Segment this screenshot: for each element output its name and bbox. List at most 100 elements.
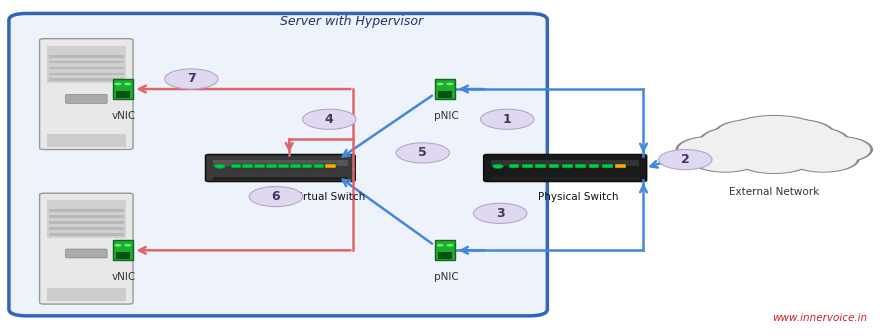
Bar [48,55,125,57]
Bar [47,134,126,147]
Circle shape [734,144,814,174]
Bar [438,252,452,259]
Circle shape [770,126,850,156]
Circle shape [773,127,847,155]
Circle shape [165,69,218,89]
Bar [48,61,125,64]
Bar [48,221,125,224]
Bar [290,164,301,168]
Bar [48,215,125,218]
Bar [48,79,125,81]
Circle shape [124,244,132,247]
Text: 7: 7 [187,73,196,85]
Bar [48,73,125,75]
Circle shape [787,145,860,173]
Circle shape [714,119,790,148]
Text: Server with Hypervisor: Server with Hypervisor [280,15,423,28]
Circle shape [701,127,776,155]
Bar [326,164,336,168]
Bar [616,164,627,168]
Bar [491,177,639,180]
Bar [575,164,586,168]
Bar [491,160,639,166]
FancyBboxPatch shape [39,193,134,304]
Circle shape [676,136,748,163]
Bar [548,164,560,168]
Text: vNIC: vNIC [111,272,136,282]
Bar [509,164,520,168]
Circle shape [114,244,121,247]
Bar [589,164,600,168]
Circle shape [699,126,779,156]
Circle shape [396,143,449,163]
Circle shape [493,164,503,168]
Circle shape [800,136,873,163]
Circle shape [737,145,812,173]
Bar [266,164,277,168]
Circle shape [761,120,832,147]
Circle shape [689,145,762,173]
Text: www.innervoice.in: www.innervoice.in [773,312,868,323]
Text: 5: 5 [418,146,427,159]
Bar [255,164,265,168]
Bar [47,289,126,301]
FancyBboxPatch shape [66,94,107,103]
Circle shape [114,83,121,85]
Text: Physical Switch: Physical Switch [538,192,619,202]
Text: 6: 6 [271,190,280,203]
Circle shape [446,83,453,85]
Circle shape [214,164,225,168]
Bar [213,177,348,180]
Bar [438,91,452,98]
FancyBboxPatch shape [39,39,134,150]
Circle shape [659,150,712,170]
Bar [278,164,288,168]
Bar [48,233,125,236]
Bar [562,164,573,168]
Circle shape [446,244,453,247]
Circle shape [436,83,443,85]
Circle shape [436,244,443,247]
Text: pNIC: pNIC [433,111,458,121]
Bar [302,164,312,168]
Circle shape [716,120,788,147]
Bar [48,227,125,230]
Text: Virtual Switch: Virtual Switch [293,192,366,202]
FancyBboxPatch shape [435,79,455,99]
FancyBboxPatch shape [113,79,133,99]
Text: External Network: External Network [729,186,820,197]
Circle shape [473,203,527,223]
Text: 3: 3 [496,207,505,220]
FancyBboxPatch shape [206,155,355,181]
Circle shape [303,109,356,129]
Circle shape [725,116,823,153]
Bar [116,252,130,259]
Bar [48,67,125,69]
Bar [313,164,324,168]
Text: 2: 2 [681,153,690,166]
Bar [213,160,348,166]
FancyBboxPatch shape [9,13,547,316]
Bar [231,164,241,168]
Circle shape [803,137,870,162]
FancyBboxPatch shape [113,240,133,260]
Bar [48,209,125,212]
Text: 1: 1 [503,113,512,126]
Text: vNIC: vNIC [111,111,136,121]
FancyBboxPatch shape [435,240,455,260]
Bar [47,200,126,238]
Text: pNIC: pNIC [433,272,458,282]
Circle shape [758,119,835,148]
Bar [522,164,532,168]
Circle shape [723,115,826,154]
Bar [535,164,546,168]
Bar [47,46,126,83]
Circle shape [124,83,132,85]
Text: 4: 4 [325,113,334,126]
Bar [602,164,612,168]
Circle shape [678,137,746,162]
Circle shape [249,186,303,207]
Circle shape [481,109,534,129]
FancyBboxPatch shape [66,249,107,258]
Circle shape [789,146,857,172]
